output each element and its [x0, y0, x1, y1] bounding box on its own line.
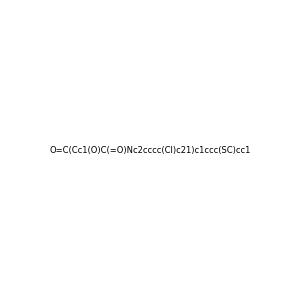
Text: O=C(Cc1(O)C(=O)Nc2cccc(Cl)c21)c1ccc(SC)cc1: O=C(Cc1(O)C(=O)Nc2cccc(Cl)c21)c1ccc(SC)c…	[49, 146, 251, 154]
